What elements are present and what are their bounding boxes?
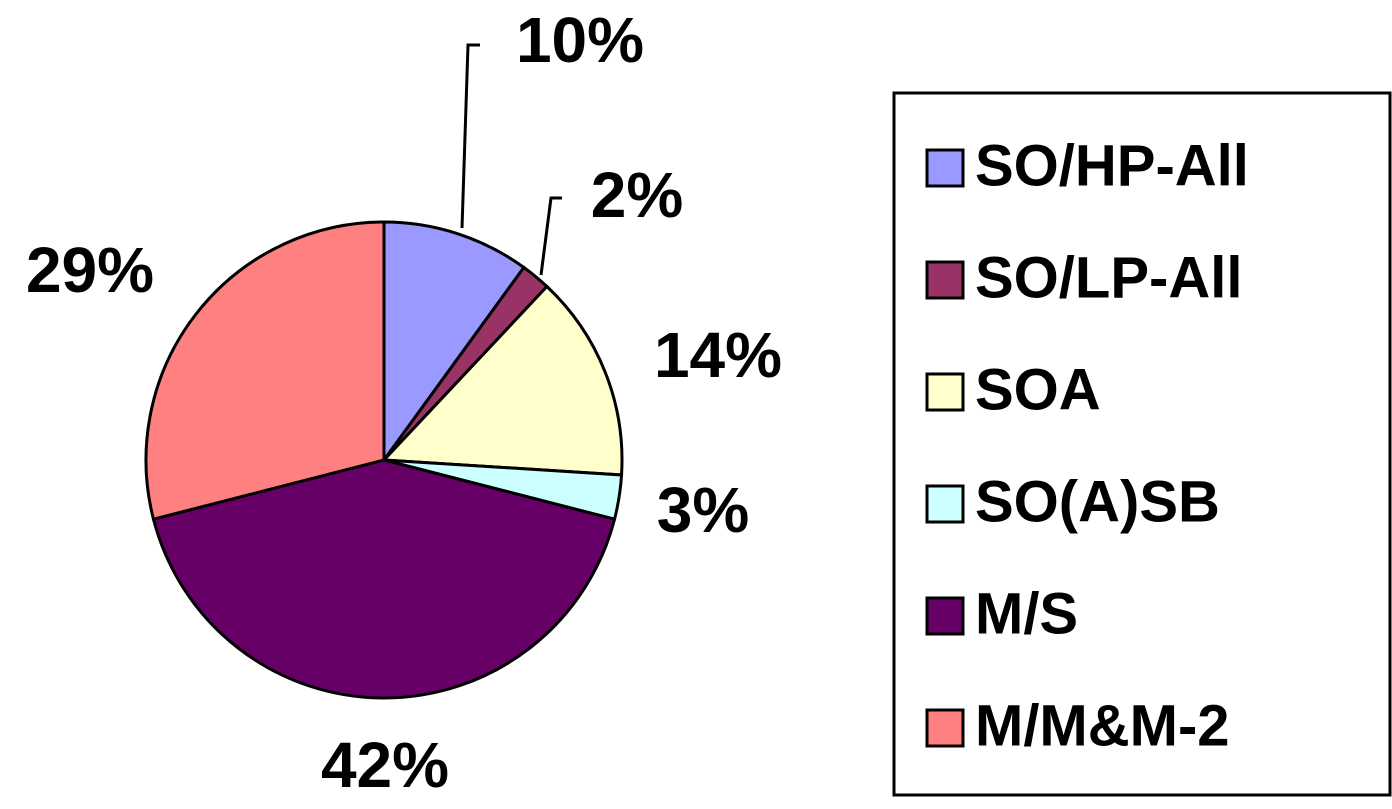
leader-line [460,43,480,229]
pie-slice [382,220,526,465]
legend-box [892,91,1392,797]
legend-label: SO/HP-All [975,133,1249,198]
legend-label: SOA [975,357,1101,422]
pie-slice [144,220,386,522]
legend-swatch [925,708,965,748]
legend-label: SO/LP-All [975,245,1242,310]
legend-label: M/M&M-2 [975,693,1230,758]
legend-swatch [925,372,965,412]
pie-slice [151,458,617,700]
data-label: 14% [654,319,782,391]
legend-swatch [925,596,965,636]
data-label: 42% [321,729,449,801]
leader-line [539,196,562,276]
pie-slice [380,284,624,477]
data-label: 2% [591,159,684,231]
legend-label: SO(A)SB [975,469,1220,534]
legend-swatch [925,148,965,188]
data-label: 10% [516,4,644,76]
legend-label: M/S [975,581,1078,646]
legend-swatch [925,484,965,524]
data-label: 3% [657,474,750,546]
data-label: 29% [26,234,154,306]
legend-swatch [925,260,965,300]
